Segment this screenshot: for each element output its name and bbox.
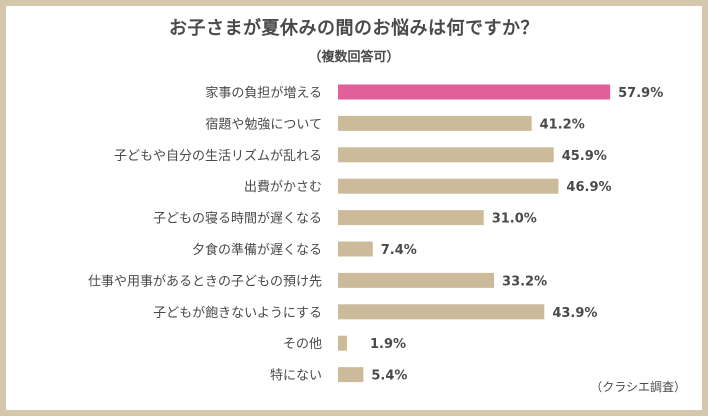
- bar: [338, 147, 554, 163]
- category-label: その他: [283, 337, 322, 352]
- category-label: 家事の負担が増える: [205, 85, 322, 101]
- value-label: 43.9%: [552, 306, 597, 321]
- bar: [338, 178, 559, 194]
- bar: [338, 210, 484, 226]
- value-label: 57.9%: [618, 86, 663, 101]
- category-label: 子どもの寝る時間が遅くなる: [153, 211, 322, 227]
- value-label: 45.9%: [562, 149, 607, 164]
- value-label: 46.9%: [566, 180, 611, 195]
- value-label: 5.4%: [371, 369, 407, 384]
- category-label: 特にない: [270, 369, 322, 384]
- bar: [338, 304, 545, 320]
- bar: [338, 272, 495, 288]
- source-note: （クラシエ調査）: [590, 380, 686, 394]
- bar: [338, 84, 611, 100]
- category-label: 仕事や用事があるときの子どもの預け先: [88, 274, 322, 289]
- bar: [338, 241, 373, 257]
- value-label: 33.2%: [502, 274, 547, 289]
- category-label: 夕食の準備が遅くなる: [192, 242, 322, 258]
- category-label: 子どもや自分の生活リズムが乱れる: [114, 148, 322, 164]
- category-label: 出費がかさむ: [244, 180, 322, 195]
- value-label: 31.0%: [492, 212, 537, 227]
- bar: [338, 335, 347, 351]
- chart-title: お子さまが夏休みの間のお悩みは何ですか？: [169, 18, 539, 39]
- bar: [338, 115, 532, 131]
- bar: [338, 367, 364, 383]
- category-label: 子どもが飽きないようにする: [153, 306, 322, 321]
- category-label: 宿題や勉強について: [205, 116, 322, 132]
- value-label: 1.9%: [370, 337, 406, 352]
- chart-subtitle: （複数回答可）: [308, 50, 400, 65]
- value-label: 41.2%: [540, 117, 585, 132]
- value-label: 7.4%: [381, 243, 417, 258]
